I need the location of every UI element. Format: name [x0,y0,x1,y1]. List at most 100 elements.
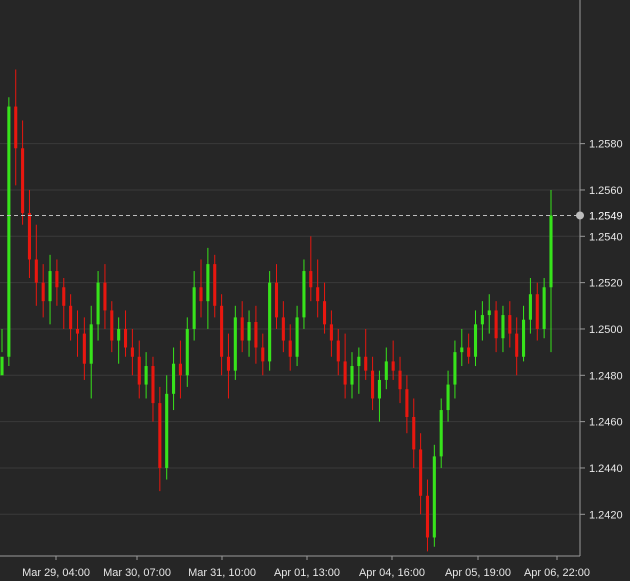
candle-body [281,317,285,341]
candle-body [487,310,491,316]
x-tick-label: Mar 29, 04:00 [22,567,90,579]
candle-body [357,356,361,367]
candle-body [192,287,196,329]
candle-body [213,264,217,306]
candle-body [254,322,258,348]
y-tick-label: 1.2560 [589,185,623,197]
candle-body [0,356,4,376]
candle-body [528,294,532,320]
candle-body [322,301,327,325]
candle-series [0,69,553,552]
candle-body [34,259,38,283]
candle-body [247,322,251,341]
x-tick-label: Mar 31, 10:00 [188,567,256,579]
candle-body [69,305,73,329]
candle-body [446,384,450,411]
candle-body [103,282,107,311]
candle-body [185,328,189,376]
candle-body [522,319,526,357]
x-tick-label: Apr 05, 19:00 [445,567,511,579]
candle-body [377,379,381,399]
candle-body [364,356,368,371]
y-tick-label: 1.2440 [589,463,623,475]
candle-body [62,287,66,306]
candle-body [453,352,457,385]
candle-body [412,417,416,450]
candle-body [226,356,231,371]
y-tick-label: 1.2540 [589,231,623,243]
candle-body [460,347,464,353]
candle-body [350,366,354,385]
candle-body [178,363,182,376]
candle-body [55,271,59,288]
candle-body [398,370,402,390]
candle-body [439,410,443,457]
candle-body [494,310,498,339]
candle-body [48,271,52,302]
x-axis: Mar 29, 04:00 Mar 30, 07:00 Mar 31, 10:00 A… [0,555,590,579]
candle-body [467,347,471,357]
y-tick-label: 1.2420 [589,509,623,521]
candle-body [508,315,512,334]
candle-body [172,363,176,394]
candle-body [233,317,237,371]
candle-body [405,389,409,417]
candle-body [41,282,45,302]
y-tick-label: 1.2480 [589,370,623,382]
candle-body [549,215,553,288]
candle-body [542,287,546,329]
candle-body [123,328,128,348]
current-price-label: 1.2549 [589,210,623,222]
candle-body [144,366,148,385]
candle-body [7,106,11,357]
candle-body [151,366,155,404]
candle-body [480,315,484,325]
y-tick-label: 1.2500 [589,324,623,336]
candle-body [302,271,306,318]
candle-body [75,328,80,334]
current-price-marker: 1.2549 [0,210,623,222]
candle-body [268,282,272,362]
candle-body [316,287,320,302]
candle-body [329,324,333,341]
y-tick-label: 1.2580 [589,139,623,151]
candle-body [432,456,436,538]
candle-body [371,370,375,399]
candle-body [343,361,347,385]
candle-body [240,317,244,341]
candle-body [199,287,203,302]
candle-body [515,333,519,357]
current-price-dot [576,211,584,220]
candle-body [89,324,93,364]
candle-body [96,282,100,325]
candle-body [82,333,86,364]
candle-body [117,328,121,341]
candle-body [274,282,279,318]
candle-body [288,340,292,357]
candle-body [14,106,18,149]
x-tick-label: Mar 30, 07:00 [103,567,171,579]
candle-body [295,317,299,357]
candle-body [419,449,423,496]
x-tick-label: Apr 06, 22:00 [524,567,590,579]
candle-body [158,403,162,468]
candle-body [110,310,114,341]
y-tick-label: 1.2460 [589,417,623,429]
candle-body [384,361,388,380]
candle-body [21,148,25,214]
candle-body [220,305,224,357]
candle-body [27,213,31,260]
candle-body [206,264,210,302]
candle-body [425,495,430,538]
candle-body [137,356,141,385]
candle-body [336,340,340,362]
candle-body [535,294,539,329]
candle-body [130,347,134,357]
x-tick-label: Apr 04, 16:00 [359,567,425,579]
x-tick-label: Apr 01, 13:00 [274,567,340,579]
y-tick-label: 1.2520 [589,278,623,290]
y-axis: 1.2420 1.2440 1.2460 1.2480 1.2500 1.2520 1.25… [579,0,623,556]
candle-body [501,315,505,339]
